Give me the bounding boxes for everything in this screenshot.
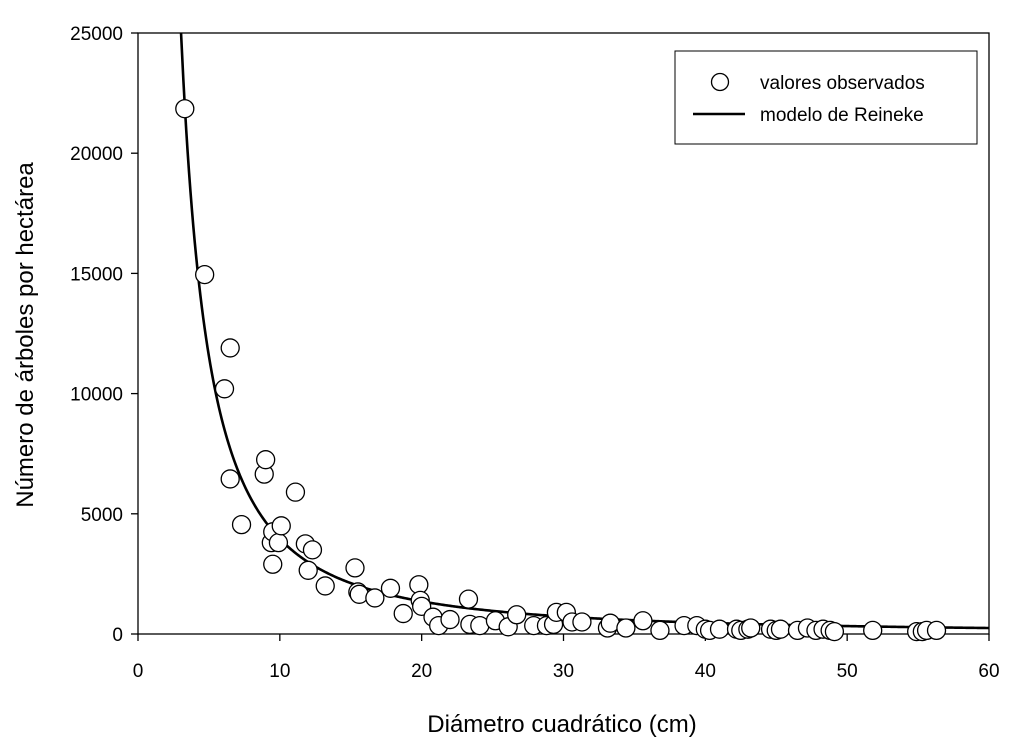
y-axis: 0 5000 10000 15000 20000 25000 bbox=[70, 24, 138, 646]
y-axis-title: Número de árboles por hectárea bbox=[12, 162, 39, 508]
y-tick-label: 15000 bbox=[70, 264, 123, 285]
observed-point bbox=[285, 482, 306, 502]
observed-point bbox=[255, 450, 276, 470]
legend-box bbox=[674, 50, 978, 145]
observed-point bbox=[365, 588, 385, 608]
observed-point bbox=[298, 560, 318, 580]
observed-point bbox=[926, 620, 947, 641]
y-tick-label: 10000 bbox=[70, 385, 123, 406]
x-tick-label: 10 bbox=[269, 661, 290, 682]
observed-point bbox=[633, 611, 653, 631]
observed-point bbox=[271, 516, 291, 536]
y-tick-label: 20000 bbox=[70, 144, 123, 165]
x-tick-label: 40 bbox=[695, 661, 716, 682]
observed-point bbox=[195, 264, 215, 285]
observed-point bbox=[650, 620, 670, 641]
observed-point bbox=[709, 619, 730, 639]
observed-point bbox=[863, 620, 883, 641]
observed-point bbox=[231, 514, 252, 535]
legend: valores observados modelo de Reineke bbox=[674, 50, 978, 145]
x-tick-label: 60 bbox=[978, 661, 999, 682]
observed-point bbox=[220, 469, 240, 489]
observed-point bbox=[315, 576, 335, 596]
observed-point bbox=[741, 618, 761, 638]
observed-point bbox=[616, 618, 636, 638]
legend-label-model: modelo de Reineke bbox=[760, 105, 924, 126]
observed-point bbox=[458, 589, 479, 609]
x-tick-label: 0 bbox=[133, 661, 144, 682]
observed-point bbox=[572, 612, 592, 632]
observed-point bbox=[380, 578, 401, 598]
observed-point bbox=[393, 603, 413, 624]
observed-point bbox=[268, 533, 289, 553]
y-tick-label: 0 bbox=[112, 625, 123, 646]
x-tick-label: 30 bbox=[553, 661, 574, 682]
observed-point bbox=[440, 609, 460, 630]
legend-marker-observed bbox=[710, 72, 730, 92]
observed-point bbox=[507, 605, 527, 625]
observed-point bbox=[824, 621, 845, 642]
observed-point bbox=[263, 554, 283, 574]
x-tick-label: 20 bbox=[411, 661, 432, 682]
y-tick-label: 25000 bbox=[70, 24, 123, 45]
observed-point bbox=[214, 379, 235, 399]
observed-point bbox=[302, 540, 323, 560]
x-axis: 0 10 20 30 40 50 60 bbox=[133, 634, 1000, 682]
x-tick-label: 50 bbox=[837, 661, 858, 682]
x-axis-title: Diámetro cuadrático (cm) bbox=[427, 711, 696, 738]
observed-point bbox=[345, 558, 365, 578]
y-tick-label: 5000 bbox=[81, 505, 123, 526]
observed-point bbox=[349, 584, 369, 604]
observed-points-layer bbox=[175, 99, 947, 642]
observed-point bbox=[770, 619, 791, 639]
observed-point bbox=[175, 99, 195, 119]
legend-label-observed: valores observados bbox=[760, 73, 925, 94]
observed-point bbox=[220, 338, 240, 358]
